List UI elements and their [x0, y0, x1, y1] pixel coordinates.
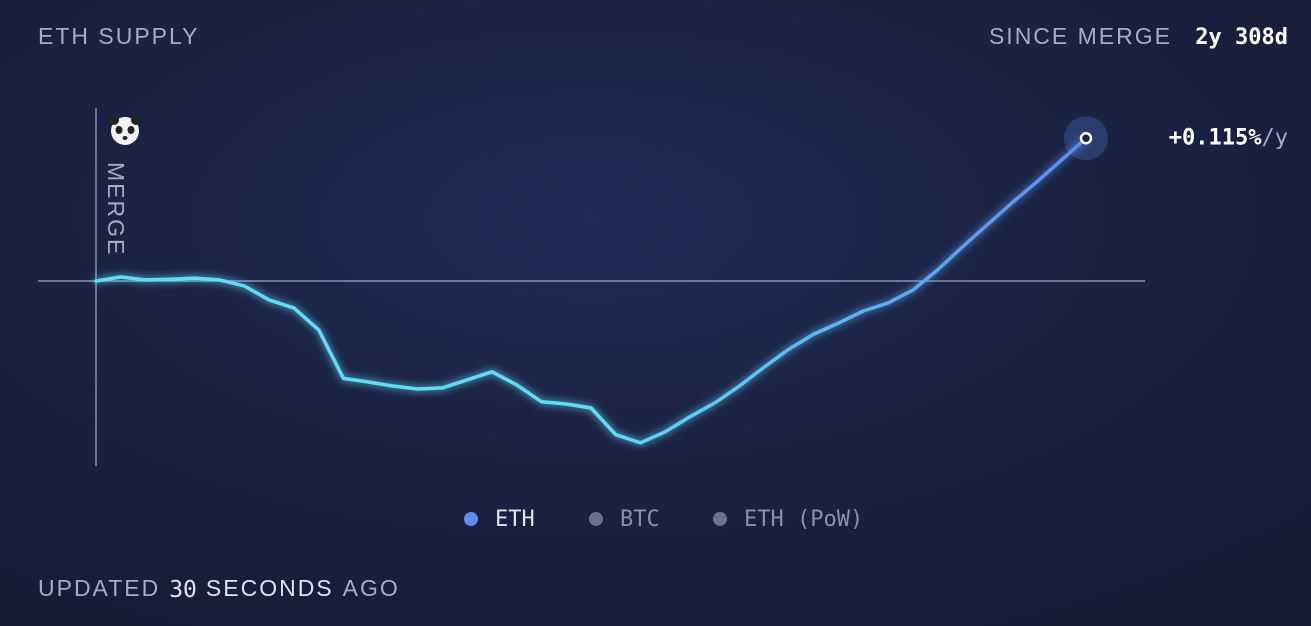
footer-part: SECONDS	[206, 575, 334, 601]
legend-dot	[464, 512, 478, 526]
legend-label[interactable]: ETH	[495, 507, 535, 532]
footer-part: UPDATED	[38, 575, 160, 601]
eth-line	[94, 136, 1088, 445]
since-label: SINCE MERGE	[989, 23, 1172, 49]
title: ETH SUPPLY	[38, 23, 199, 49]
footer: UPDATED 30 SECONDS AGO	[38, 575, 400, 602]
footer-part: 30	[169, 577, 197, 603]
end-point	[1079, 132, 1093, 145]
end-label: +0.115%/y	[1169, 125, 1288, 150]
legend-dot	[589, 512, 603, 526]
rate-unit: /y	[1262, 125, 1289, 150]
since-value: 2y 308d	[1195, 25, 1288, 50]
footer-part: AGO	[343, 575, 400, 601]
legend-label[interactable]: BTC	[620, 507, 660, 532]
legend-label[interactable]: ETH (PoW)	[744, 507, 863, 532]
panda-icon	[109, 115, 141, 145]
rate: +0.115%	[1169, 125, 1262, 150]
footer-text: UPDATED 30 SECONDS AGO	[38, 575, 400, 602]
merge-annotation: MERGE	[103, 162, 129, 256]
legend-dot	[713, 512, 727, 526]
